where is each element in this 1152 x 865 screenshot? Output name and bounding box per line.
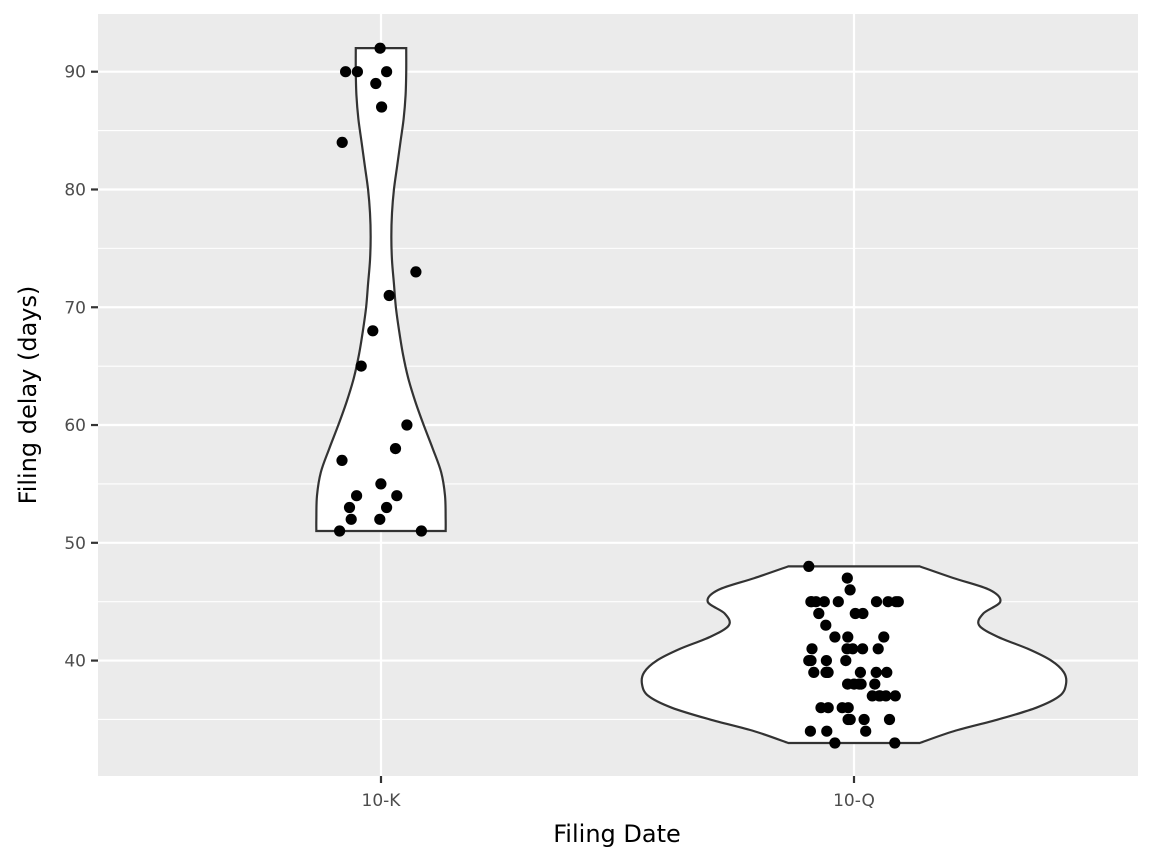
data-point <box>858 713 870 726</box>
y-tick-label: 70 <box>64 298 86 318</box>
data-point <box>882 596 894 608</box>
data-point <box>381 66 393 78</box>
data-point <box>343 501 356 514</box>
data-point <box>808 666 820 679</box>
x-tick-label: 10-Q <box>833 791 875 811</box>
y-tick-label: 80 <box>64 180 86 200</box>
data-point <box>813 607 825 620</box>
x-axis-title: Filing Date <box>553 820 681 848</box>
data-point <box>822 702 834 714</box>
data-point <box>805 655 817 667</box>
x-tick-label: 10-K <box>362 791 402 811</box>
data-point <box>844 584 856 596</box>
data-point <box>840 655 852 667</box>
data-point <box>340 66 352 78</box>
violins <box>315 47 1068 745</box>
y-tick-label: 40 <box>64 652 86 672</box>
data-point <box>881 666 893 679</box>
data-point <box>841 643 853 655</box>
data-point <box>892 596 904 608</box>
data-point <box>336 454 348 466</box>
data-point <box>857 607 869 620</box>
data-point <box>870 666 882 679</box>
data-point <box>870 596 883 608</box>
data-point <box>842 678 854 690</box>
y-tick-label: 50 <box>64 534 86 554</box>
data-point <box>351 66 363 78</box>
data-point <box>829 737 841 749</box>
data-point <box>854 666 867 679</box>
data-point <box>345 513 357 525</box>
data-point <box>376 101 388 113</box>
data-point <box>829 631 841 643</box>
data-point <box>804 725 817 737</box>
data-point <box>410 266 422 278</box>
data-point <box>383 289 395 302</box>
data-points <box>334 42 904 749</box>
data-point <box>872 643 884 655</box>
data-point <box>374 513 386 525</box>
data-point <box>832 596 844 608</box>
data-point <box>381 501 393 514</box>
data-point <box>818 596 830 608</box>
data-point <box>334 525 346 537</box>
data-point <box>389 443 402 455</box>
data-point <box>415 525 427 537</box>
violin-10-q <box>640 565 1068 745</box>
data-point <box>878 631 890 643</box>
data-point <box>841 572 853 584</box>
data-point <box>374 42 386 54</box>
y-tick-label: 90 <box>64 63 86 83</box>
data-point <box>820 619 832 631</box>
y-tick-label: 60 <box>64 416 86 436</box>
data-point <box>836 702 848 714</box>
data-point <box>391 490 403 502</box>
data-point <box>889 737 901 749</box>
data-point <box>336 136 348 148</box>
data-point <box>857 643 869 655</box>
data-point <box>821 725 833 737</box>
data-point <box>842 631 854 643</box>
data-point <box>355 360 367 372</box>
data-point <box>880 690 892 702</box>
data-point <box>855 678 867 690</box>
data-point <box>375 478 387 490</box>
data-point <box>351 490 363 502</box>
data-point <box>370 77 382 90</box>
data-point <box>805 596 817 608</box>
y-axis: 40 50 60 70 80 90 <box>64 63 98 672</box>
data-point <box>889 690 901 702</box>
data-point <box>803 560 815 573</box>
violin-10-k <box>315 47 447 533</box>
y-axis-title: Filing delay (days) <box>14 286 42 505</box>
x-axis: 10-K 10-Q <box>362 776 875 811</box>
data-point <box>821 666 833 679</box>
data-point <box>860 725 872 737</box>
data-point <box>883 713 896 726</box>
data-point <box>367 325 379 337</box>
data-point <box>806 643 818 655</box>
data-point <box>842 713 854 726</box>
data-point <box>869 678 881 690</box>
data-point <box>820 655 833 667</box>
data-point <box>401 419 413 431</box>
